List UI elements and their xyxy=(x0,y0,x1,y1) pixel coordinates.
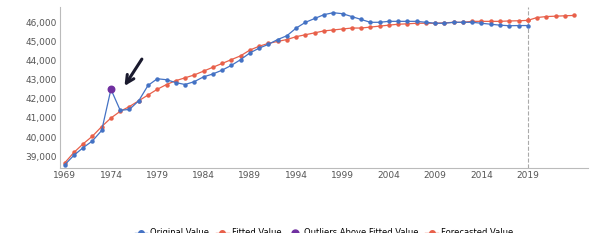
Legend: Original Value, Fitted Value, Outliers Above Fitted Value, Forecasted Value: Original Value, Fitted Value, Outliers A… xyxy=(131,225,517,233)
Point xyxy=(106,87,116,91)
